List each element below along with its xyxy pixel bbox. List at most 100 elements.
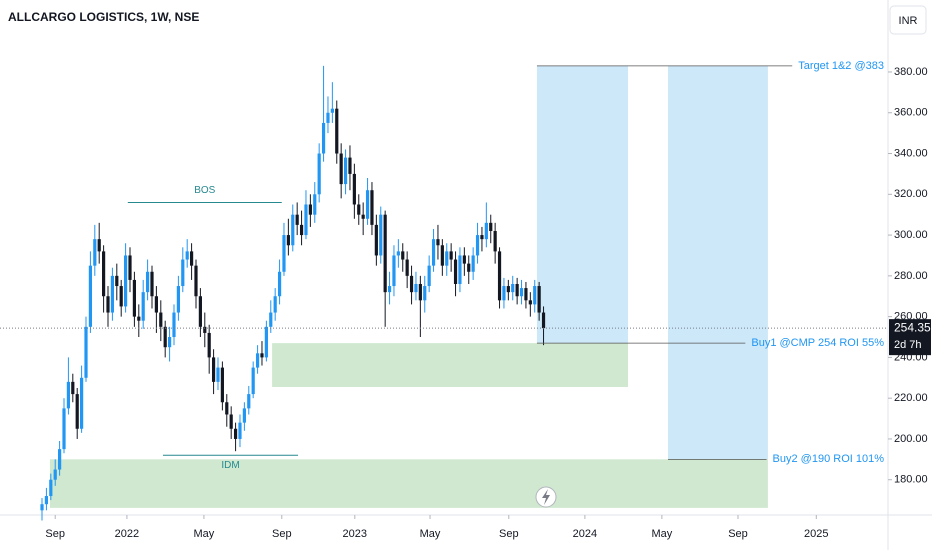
candle-body bbox=[308, 204, 312, 215]
annotation-label: Target 1&2 @383 bbox=[798, 60, 884, 72]
y-tick-label: 320.00 bbox=[894, 188, 928, 200]
candle-body bbox=[493, 230, 497, 252]
x-tick-label: May bbox=[194, 528, 215, 540]
candle-body bbox=[484, 222, 488, 240]
candle-body bbox=[106, 296, 110, 313]
y-tick-label: 180.00 bbox=[894, 474, 928, 486]
candle-body bbox=[537, 286, 541, 313]
candle-body bbox=[233, 428, 238, 439]
candle-body bbox=[405, 259, 409, 276]
candle-body bbox=[141, 292, 145, 321]
x-tick-label: May bbox=[420, 528, 441, 540]
candle-body bbox=[75, 394, 79, 429]
structure-label: BOS bbox=[194, 185, 215, 196]
annotation-label: Buy1 @CMP 254 ROI 55% bbox=[751, 337, 884, 349]
candle-body bbox=[313, 194, 317, 215]
candle-body bbox=[524, 288, 528, 301]
candle-body bbox=[489, 222, 493, 231]
currency[interactable]: INR bbox=[899, 15, 918, 27]
candle-body bbox=[343, 157, 348, 185]
candle-body bbox=[357, 204, 361, 215]
candle-body bbox=[515, 284, 519, 297]
candle-body bbox=[277, 271, 282, 297]
candle-body bbox=[71, 381, 75, 395]
candle-body bbox=[154, 296, 158, 313]
candle-body bbox=[80, 377, 84, 429]
candle-body bbox=[167, 337, 172, 348]
candle-body bbox=[365, 190, 370, 219]
candle-body bbox=[291, 214, 295, 246]
x-tick-label: 2024 bbox=[573, 528, 597, 540]
y-tick-label: 220.00 bbox=[894, 392, 928, 404]
x-tick-label: 2025 bbox=[804, 528, 828, 540]
candle-body bbox=[497, 251, 502, 301]
y-tick-label: 380.00 bbox=[894, 66, 928, 78]
candle-body bbox=[58, 449, 62, 470]
candle-body bbox=[431, 239, 436, 266]
candle-body bbox=[475, 235, 480, 256]
lightning bbox=[542, 489, 550, 505]
candle-body bbox=[273, 296, 277, 313]
candle-body bbox=[211, 357, 216, 382]
currency-button[interactable] bbox=[889, 5, 927, 35]
candle-body bbox=[102, 251, 106, 297]
candle-body bbox=[110, 275, 115, 313]
candle-body bbox=[409, 275, 414, 293]
candle-body bbox=[453, 259, 458, 285]
candle-body bbox=[62, 408, 66, 450]
y-tick-label: 280.00 bbox=[894, 270, 928, 282]
candle-body bbox=[181, 259, 185, 287]
candle-body bbox=[251, 367, 255, 395]
last-price-label: 254.35 bbox=[894, 320, 931, 334]
candle-body bbox=[198, 296, 202, 327]
candle-body bbox=[370, 190, 374, 225]
x-tick-label: Sep bbox=[45, 528, 65, 540]
plot: BOS IDM bbox=[0, 65, 888, 521]
candle-body bbox=[189, 251, 194, 266]
candle-body bbox=[335, 108, 339, 154]
candle-body bbox=[471, 255, 475, 272]
candle-body bbox=[528, 300, 532, 305]
candle-body bbox=[304, 204, 308, 236]
candle-body bbox=[440, 245, 444, 266]
candle-body bbox=[172, 312, 176, 338]
candle-body bbox=[225, 402, 229, 415]
candle-body bbox=[238, 422, 242, 439]
x-tick-label: May bbox=[651, 528, 672, 540]
candle-body bbox=[185, 251, 189, 260]
candle-body bbox=[220, 367, 224, 403]
candle-body bbox=[396, 251, 400, 256]
candle-body bbox=[282, 235, 286, 272]
candle-body bbox=[348, 157, 352, 174]
candle-body bbox=[255, 353, 260, 368]
x-tick-label: 2022 bbox=[115, 528, 139, 540]
candle-body bbox=[286, 235, 290, 246]
candle-body bbox=[229, 414, 233, 429]
candle-body bbox=[66, 381, 71, 409]
y-tick-label: 200.00 bbox=[894, 433, 928, 445]
zone bbox=[49, 459, 768, 508]
zone bbox=[272, 343, 629, 387]
candle-body bbox=[207, 332, 211, 358]
candle-body bbox=[93, 239, 97, 266]
candle-body bbox=[260, 353, 264, 358]
candle-body bbox=[295, 214, 299, 225]
candle-body bbox=[387, 286, 392, 293]
candle-body bbox=[49, 479, 53, 497]
candle-body bbox=[159, 312, 163, 327]
y-tick-label: 340.00 bbox=[894, 147, 928, 159]
candle-body bbox=[216, 367, 220, 382]
candle-body bbox=[176, 286, 180, 313]
candle-body bbox=[194, 265, 198, 297]
candle-body bbox=[84, 326, 88, 378]
candle-body bbox=[269, 312, 273, 327]
candle-body bbox=[511, 284, 515, 293]
candle-body bbox=[392, 255, 396, 287]
x-tick-label: Sep bbox=[272, 528, 292, 540]
candle-body bbox=[458, 255, 462, 285]
candle-body bbox=[418, 284, 422, 301]
candle-body bbox=[423, 286, 427, 301]
y-tick-label: 300.00 bbox=[894, 229, 928, 241]
